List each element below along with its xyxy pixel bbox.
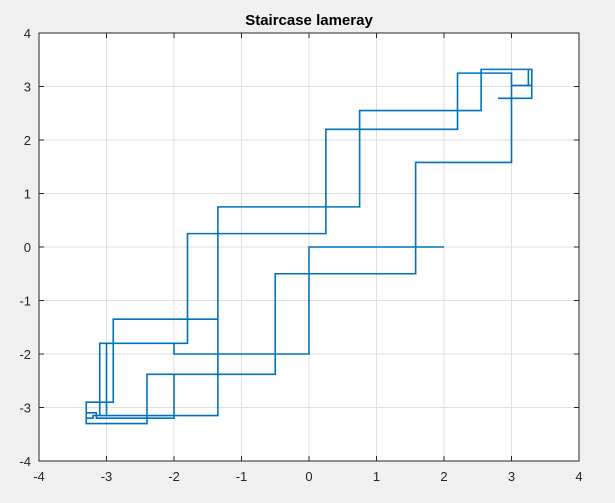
y-tick-label: -4 bbox=[19, 454, 31, 469]
y-tick-label: 4 bbox=[24, 26, 31, 41]
y-tick-label: 1 bbox=[24, 187, 31, 202]
x-tick-label: 2 bbox=[440, 469, 447, 484]
x-tick-label: -3 bbox=[101, 469, 113, 484]
y-tick-label: -2 bbox=[19, 347, 31, 362]
chart-title: Staircase lameray bbox=[245, 12, 373, 29]
y-tick-labels: -4 -3 -2 -1 0 1 2 3 4 bbox=[19, 26, 31, 469]
y-tick-label: 3 bbox=[24, 80, 31, 95]
x-tick-label: 1 bbox=[373, 469, 380, 484]
x-tick-label: 0 bbox=[305, 469, 312, 484]
x-tick-label: 4 bbox=[575, 469, 582, 484]
y-tick-label: 2 bbox=[24, 133, 31, 148]
series-layer bbox=[85, 68, 533, 425]
y-tick-label: 0 bbox=[24, 240, 31, 255]
x-tick-label: -1 bbox=[236, 469, 248, 484]
series-line-0 bbox=[85, 68, 533, 425]
x-tick-label: -4 bbox=[33, 469, 45, 484]
x-tick-label: 3 bbox=[508, 469, 515, 484]
y-tick-label: -1 bbox=[19, 294, 31, 309]
tick-marks bbox=[38, 32, 580, 462]
y-tick-label: -3 bbox=[19, 401, 31, 416]
x-tick-labels: -4 -3 -2 -1 0 1 2 3 4 bbox=[33, 469, 582, 484]
x-tick-label: -2 bbox=[168, 469, 180, 484]
